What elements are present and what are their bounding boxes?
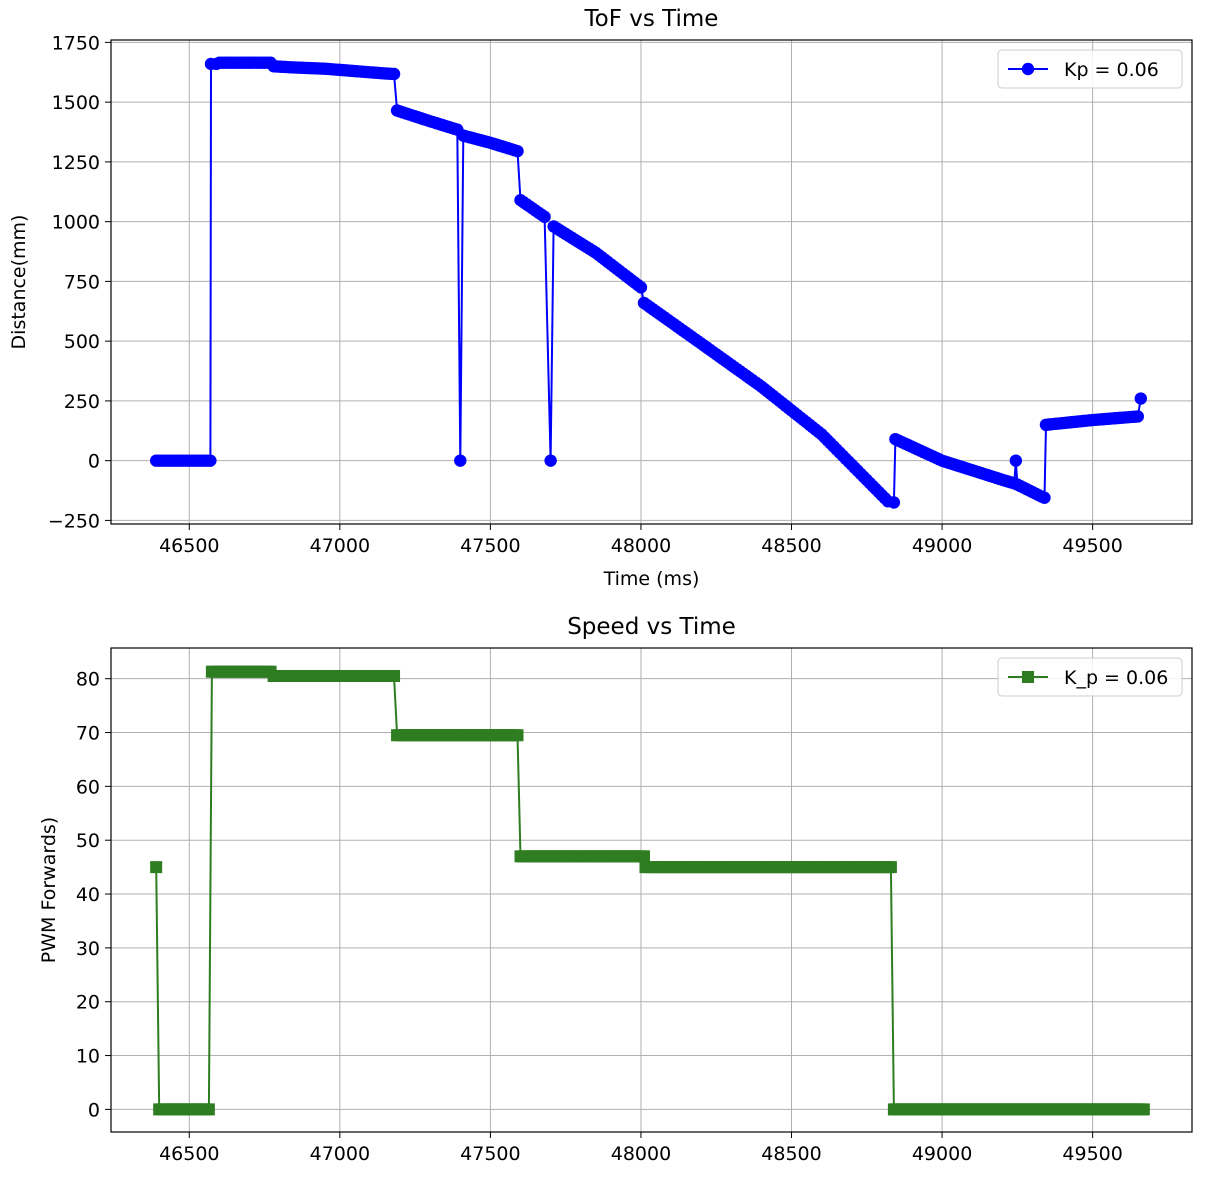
- x-tick-label: 46500: [159, 535, 219, 557]
- y-tick-label: 70: [76, 723, 100, 745]
- x-tick-label: 47000: [310, 535, 370, 557]
- legend-entry: K_p = 0.06: [1064, 667, 1168, 689]
- legend-marker: [1021, 62, 1035, 76]
- speed-vs-time-chart: Speed vs Time 46500 47000 47500 48000 48500 4…: [38, 614, 1193, 1165]
- x-tick-label: 47500: [460, 1143, 520, 1165]
- tick-layer: 46500 47000 47500 48000 48500 49000 49500 −250 0…: [48, 32, 1123, 557]
- x-tick-label: 48000: [611, 535, 671, 557]
- x-axis-label: Time (ms): [603, 568, 700, 590]
- x-tick-label: 47000: [310, 1143, 370, 1165]
- y-tick-label: 10: [76, 1046, 100, 1068]
- data-point: [1131, 410, 1144, 423]
- legend-box: [997, 49, 1183, 89]
- data-point: [884, 861, 897, 874]
- data-point: [388, 669, 401, 682]
- y-tick-label: 0: [88, 451, 100, 473]
- series-layer: [149, 56, 1148, 509]
- x-tick-label: 48000: [611, 1143, 671, 1165]
- legend-box: [997, 657, 1183, 697]
- y-tick-label: 750: [64, 271, 100, 293]
- data-point: [1134, 392, 1148, 405]
- chart-title: ToF vs Time: [584, 6, 719, 32]
- x-tick-label: 46500: [159, 1143, 219, 1165]
- y-tick-label: 40: [76, 884, 100, 906]
- y-axis-label: PWM Forwards): [38, 817, 60, 963]
- tof-vs-time-chart: ToF vs Time 46500 47000 47500 48000 48500 490…: [8, 6, 1193, 590]
- data-point: [538, 210, 551, 224]
- x-tick-label: 48500: [761, 1143, 821, 1165]
- data-point: [887, 496, 901, 509]
- y-tick-label: 50: [76, 830, 100, 852]
- y-tick-label: 1000: [52, 212, 100, 234]
- y-tick-label: 250: [64, 391, 100, 413]
- series-line: [156, 61, 1142, 504]
- series-layer: [150, 665, 1150, 1116]
- data-point: [202, 1103, 215, 1116]
- y-tick-label: 1750: [52, 32, 100, 54]
- y-tick-label: 0: [88, 1099, 100, 1121]
- legend: Kp = 0.06: [997, 49, 1183, 89]
- x-tick-label: 48500: [761, 535, 821, 557]
- data-point: [634, 281, 648, 294]
- data-point: [1009, 454, 1023, 467]
- axes-frame: [110, 39, 1193, 525]
- x-tick-label: 49500: [1062, 535, 1122, 557]
- data-point: [454, 454, 467, 467]
- axes-frame: [110, 647, 1193, 1133]
- grid: [111, 648, 1192, 1132]
- x-tick-label: 49000: [912, 1143, 972, 1165]
- tick-layer: 46500 47000 47500 48000 48500 49000 49500 0 10 20…: [76, 669, 1123, 1165]
- x-tick-label: 49000: [912, 535, 972, 557]
- legend: K_p = 0.06: [997, 657, 1183, 697]
- y-tick-label: 1500: [52, 92, 100, 114]
- y-tick-label: −250: [48, 510, 100, 532]
- y-tick-label: 60: [76, 776, 100, 798]
- data-point: [637, 850, 650, 863]
- y-axis-label: Distance(mm): [8, 215, 30, 350]
- data-point: [511, 729, 524, 742]
- x-tick-label: 47500: [460, 535, 520, 557]
- legend-symbol: [1008, 671, 1048, 683]
- data-point: [1137, 1103, 1150, 1116]
- legend-marker: [1022, 671, 1034, 683]
- data-point: [544, 454, 557, 467]
- grid: [111, 40, 1192, 524]
- data-point: [1038, 491, 1051, 504]
- legend-entry: Kp = 0.06: [1064, 59, 1159, 81]
- y-tick-label: 500: [64, 331, 100, 353]
- x-tick-label: 49500: [1062, 1143, 1122, 1165]
- data-point: [387, 67, 401, 81]
- chart-title: Speed vs Time: [567, 614, 736, 640]
- series-line: [155, 670, 1144, 1111]
- legend-symbol: [1008, 62, 1048, 76]
- y-tick-label: 1250: [52, 152, 100, 174]
- y-tick-label: 80: [76, 669, 100, 691]
- data-point: [204, 454, 217, 467]
- y-tick-label: 20: [76, 992, 100, 1014]
- data-point: [150, 861, 163, 874]
- data-point: [511, 144, 524, 158]
- y-tick-label: 30: [76, 938, 100, 960]
